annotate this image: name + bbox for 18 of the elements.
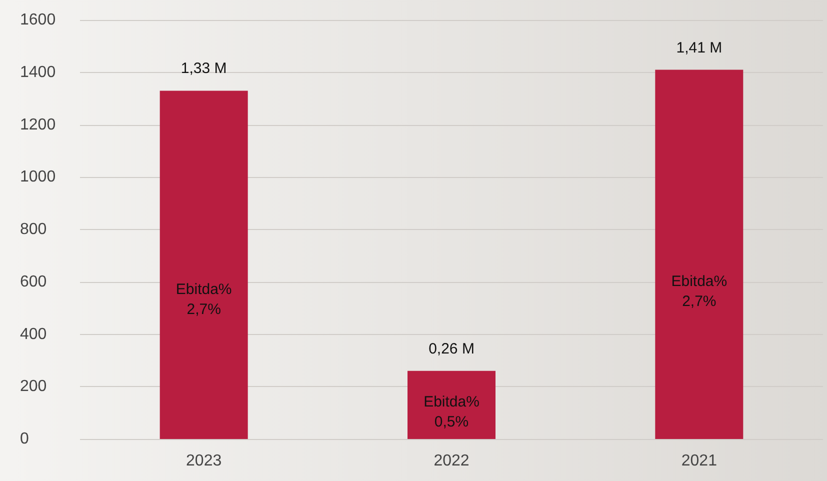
y-tick-label: 0: [20, 430, 29, 448]
x-tick-label: 2021: [681, 452, 718, 470]
annotation: Ebitda% 2,7%: [176, 281, 232, 318]
annotation: Ebitda% 2,7%: [671, 272, 728, 310]
y-tick-label: 1200: [20, 116, 56, 134]
y-tick-label: 1600: [20, 12, 56, 28]
y-tick-label: 400: [20, 326, 47, 343]
y-tick-label: 800: [20, 221, 47, 238]
annotation: 1,41 M: [676, 39, 722, 56]
x-tick-label: 2022: [434, 452, 470, 470]
y-tick-label: 200: [20, 378, 47, 396]
y-tick-label: 1000: [20, 168, 56, 186]
y-tick-label: 600: [20, 273, 47, 290]
annotation: Ebitda% 0,5%: [424, 393, 480, 430]
y-tick-label: 1400: [20, 64, 56, 81]
x-tick-label: 2023: [186, 452, 222, 470]
annotation: 1,33 M: [180, 60, 227, 78]
annotation: 0,26 M: [428, 340, 474, 358]
